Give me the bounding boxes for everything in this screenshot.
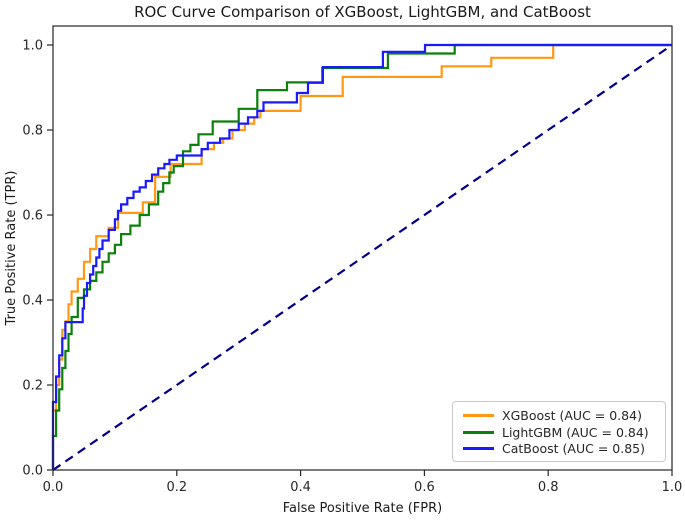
legend-label: XGBoost (AUC = 0.84) [502,407,642,423]
x-tick-label: 1.0 [662,480,683,495]
legend-line-icon [463,447,494,451]
y-axis-ticks: 0.0 0.2 0.4 0.6 0.8 1.0 [22,39,53,479]
y-tick-label: 0.6 [22,209,43,224]
chance-diagonal [52,44,673,471]
legend-line-icon [463,413,494,417]
legend: XGBoost (AUC = 0.84) LightGBM (AUC = 0.84… [452,401,666,462]
legend-label: LightGBM (AUC = 0.84) [502,424,649,440]
chart-title: ROC Curve Comparison of XGBoost, LightGB… [134,3,591,21]
roc-curve-lightgbm [51,43,672,470]
x-tick-label: 0.0 [43,480,64,495]
x-axis-label: False Positive Rate (FPR) [282,501,443,516]
y-tick-label: 0.4 [22,294,43,309]
roc-curve-catboost [51,43,672,470]
y-tick-label: 0.8 [22,124,43,139]
x-tick-label: 0.8 [538,480,559,495]
axes-border [52,25,673,471]
legend-entry: XGBoost (AUC = 0.84) [463,407,657,424]
x-tick-label: 0.6 [414,480,435,495]
legend-entry: CatBoost (AUC = 0.85) [463,440,657,457]
y-axis-label: True Positive Rate (TPR) [4,170,19,326]
legend-entry: LightGBM (AUC = 0.84) [463,424,657,441]
legend-line-icon [463,430,494,434]
legend-label: CatBoost (AUC = 0.85) [502,441,645,457]
y-tick-label: 0.2 [22,379,43,394]
y-tick-label: 1.0 [22,39,43,54]
x-tick-label: 0.4 [290,480,311,495]
y-tick-label: 0.0 [22,464,43,479]
x-tick-label: 0.2 [166,480,187,495]
x-axis-ticks: 0.0 0.2 0.4 0.6 0.8 1.0 [43,470,683,495]
